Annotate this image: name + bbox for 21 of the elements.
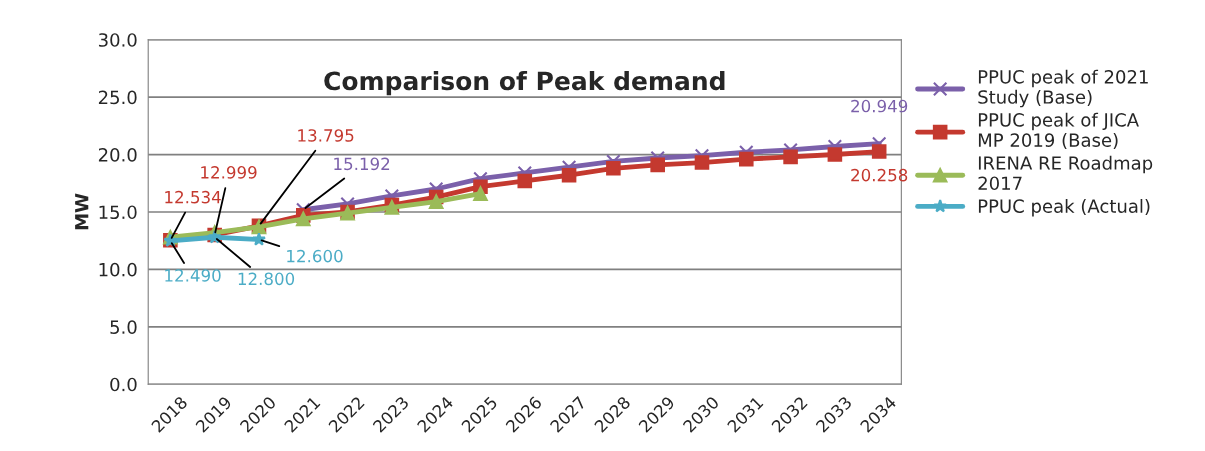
data-label: 15.192	[334, 157, 390, 171]
legend-label: PPUC peak (Actual)	[978, 198, 1150, 217]
y-tick-label: 15.0	[99, 205, 137, 220]
data-label: 12.600	[287, 249, 343, 263]
y-tick-label: 5.0	[110, 320, 137, 334]
data-label: 12.490	[165, 269, 221, 282]
data-label: 12.534	[165, 190, 221, 204]
data-label: 12.999	[201, 166, 257, 179]
legend-label: PPUC peak of JICA MP 2019 (Base)	[978, 112, 1139, 150]
data-label: 13.795	[298, 129, 354, 142]
y-axis-title: MW	[75, 193, 89, 230]
data-label: 20.258	[851, 168, 908, 182]
legend-label: PPUC peak of 2021 Study (Base)	[978, 69, 1148, 108]
y-tick-label: 30.0	[98, 33, 137, 47]
y-tick-label: 0.0	[110, 377, 137, 392]
y-tick-label: 10.0	[99, 262, 137, 277]
data-label: 12.800	[238, 272, 295, 286]
y-tick-label: 25.0	[98, 90, 137, 105]
y-tick-label: 20.0	[98, 148, 137, 162]
text: Comparison of Peak demand	[324, 70, 725, 96]
legend-label: IRENA RE Roadmap 2017	[978, 155, 1153, 191]
